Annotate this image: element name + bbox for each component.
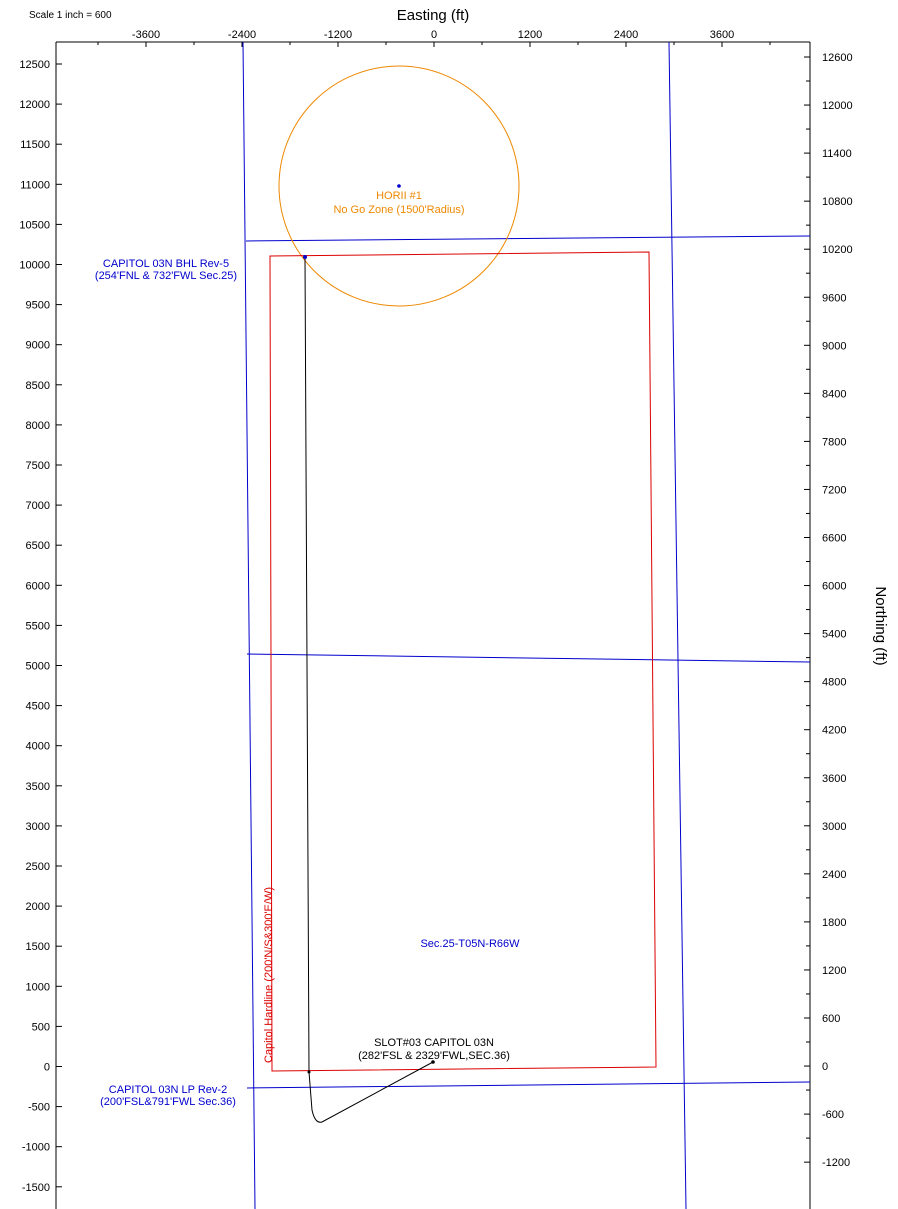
right-tick-label: 6600 [822,533,846,545]
right-tick-label: 3600 [822,773,846,785]
left-tick-label: 8000 [26,420,50,432]
bhl-label-line1: CAPITOL 03N BHL Rev-5 [103,258,229,270]
lp-label-line1: CAPITOL 03N LP Rev-2 [109,1084,227,1096]
lp-marker [307,1070,311,1074]
section-lines [242,41,811,1209]
right-tick-label: -1200 [822,1157,850,1169]
left-tick-label: 7500 [26,460,50,472]
right-tick-label: 2400 [822,869,846,881]
left-tick-label: 1000 [26,981,50,993]
top-tick-label: -2400 [228,29,256,41]
right-tick-label: 9600 [822,292,846,304]
top-axis-ticks: -3600 -2400 -1200 0 1200 2400 3600 [97,29,771,47]
y-axis-title: Northing (ft) [872,586,889,665]
right-tick-label: 5400 [822,629,846,641]
right-tick-label: 4200 [822,725,846,737]
left-tick-label: 9000 [26,340,50,352]
left-tick-label: 2500 [26,861,50,873]
left-tick-label: -500 [28,1102,50,1114]
right-tick-label: 12000 [822,100,853,112]
right-tick-label: 11400 [822,148,852,160]
top-tick-label: -3600 [132,29,160,41]
left-tick-label: 500 [32,1021,50,1033]
left-tick-label: 8500 [26,380,50,392]
left-tick-label: 6500 [26,540,50,552]
right-tick-label: 1200 [822,965,846,977]
right-tick-label: 6000 [822,581,846,593]
left-tick-label: 12500 [19,59,50,71]
right-tick-label: 9000 [822,340,846,352]
right-tick-label: 8400 [822,388,846,400]
slot-label-line2: (282'FSL & 2329'FWL,SEC.36) [358,1050,510,1062]
left-tick-label: -1500 [22,1182,50,1194]
right-tick-label: 1800 [822,917,846,929]
section-line-west [242,41,256,1209]
section-line-north [245,235,811,242]
right-tick-label: 7200 [822,484,846,496]
bhl-label-line2: (254'FNL & 732'FWL Sec.25) [95,270,237,282]
hardline-label: Capitol Hardline (200'N/S&300'E/W) [263,887,275,1063]
capitol-hardline [269,251,657,1072]
left-tick-label: 5000 [26,661,50,673]
left-tick-label: 11000 [20,179,50,191]
no-go-zone-circle [278,65,520,307]
top-tick-label: 0 [431,29,437,41]
left-tick-label: -1000 [22,1142,50,1154]
slot-label-line1: SLOT#03 CAPITOL 03N [374,1037,494,1049]
section-label: Sec.25-T05N-R66W [420,938,520,950]
section-line-middle [246,653,811,663]
section-line-south [246,1081,811,1089]
left-tick-label: 3500 [26,781,50,793]
left-tick-label: 11500 [20,139,50,151]
right-tick-label: 600 [822,1013,840,1025]
slot-marker [431,1060,435,1064]
right-tick-label: 7800 [822,436,846,448]
left-tick-label: 9500 [26,300,50,312]
left-axis-ticks: 1250012000115001100010500100009500900085… [19,59,62,1194]
horii-well-marker [397,184,401,188]
left-tick-label: 2000 [26,901,50,913]
left-tick-label: 10000 [19,260,50,272]
left-tick-label: 6000 [26,580,50,592]
left-tick-label: 4500 [26,701,50,713]
right-tick-label: 12600 [822,52,853,64]
left-tick-label: 4000 [26,741,50,753]
right-axis-ticks: 1260012000114001080010200960090008400780… [804,52,853,1169]
bhl-marker [303,255,307,259]
horii-name-label: HORII #1 [376,190,422,202]
horii-zone-label: No Go Zone (1500'Radius) [333,204,464,216]
top-tick-label: -1200 [324,29,352,41]
x-axis-title: Easting (ft) [397,7,470,24]
left-tick-label: 5500 [26,620,50,632]
right-tick-label: 10800 [822,196,853,208]
top-tick-label: 1200 [518,29,542,41]
wellpath [304,256,434,1123]
lp-label-line2: (200'FSL&791'FWL Sec.36) [100,1096,236,1108]
left-tick-label: 7000 [26,500,50,512]
left-tick-label: 3000 [26,821,50,833]
right-tick-label: 0 [822,1061,828,1073]
left-tick-label: 10500 [19,219,50,231]
right-tick-label: 4800 [822,677,846,689]
scale-label: Scale 1 inch = 600 [29,10,112,21]
right-tick-label: 10200 [822,244,853,256]
right-tick-label: 3000 [822,821,846,833]
top-tick-label: 2400 [614,29,638,41]
section-line-east [668,41,687,1209]
left-tick-label: 0 [44,1062,50,1074]
left-tick-label: 1500 [26,941,50,953]
left-tick-label: 12000 [19,99,50,111]
right-tick-label: -600 [822,1109,844,1121]
top-tick-label: 3600 [710,29,734,41]
